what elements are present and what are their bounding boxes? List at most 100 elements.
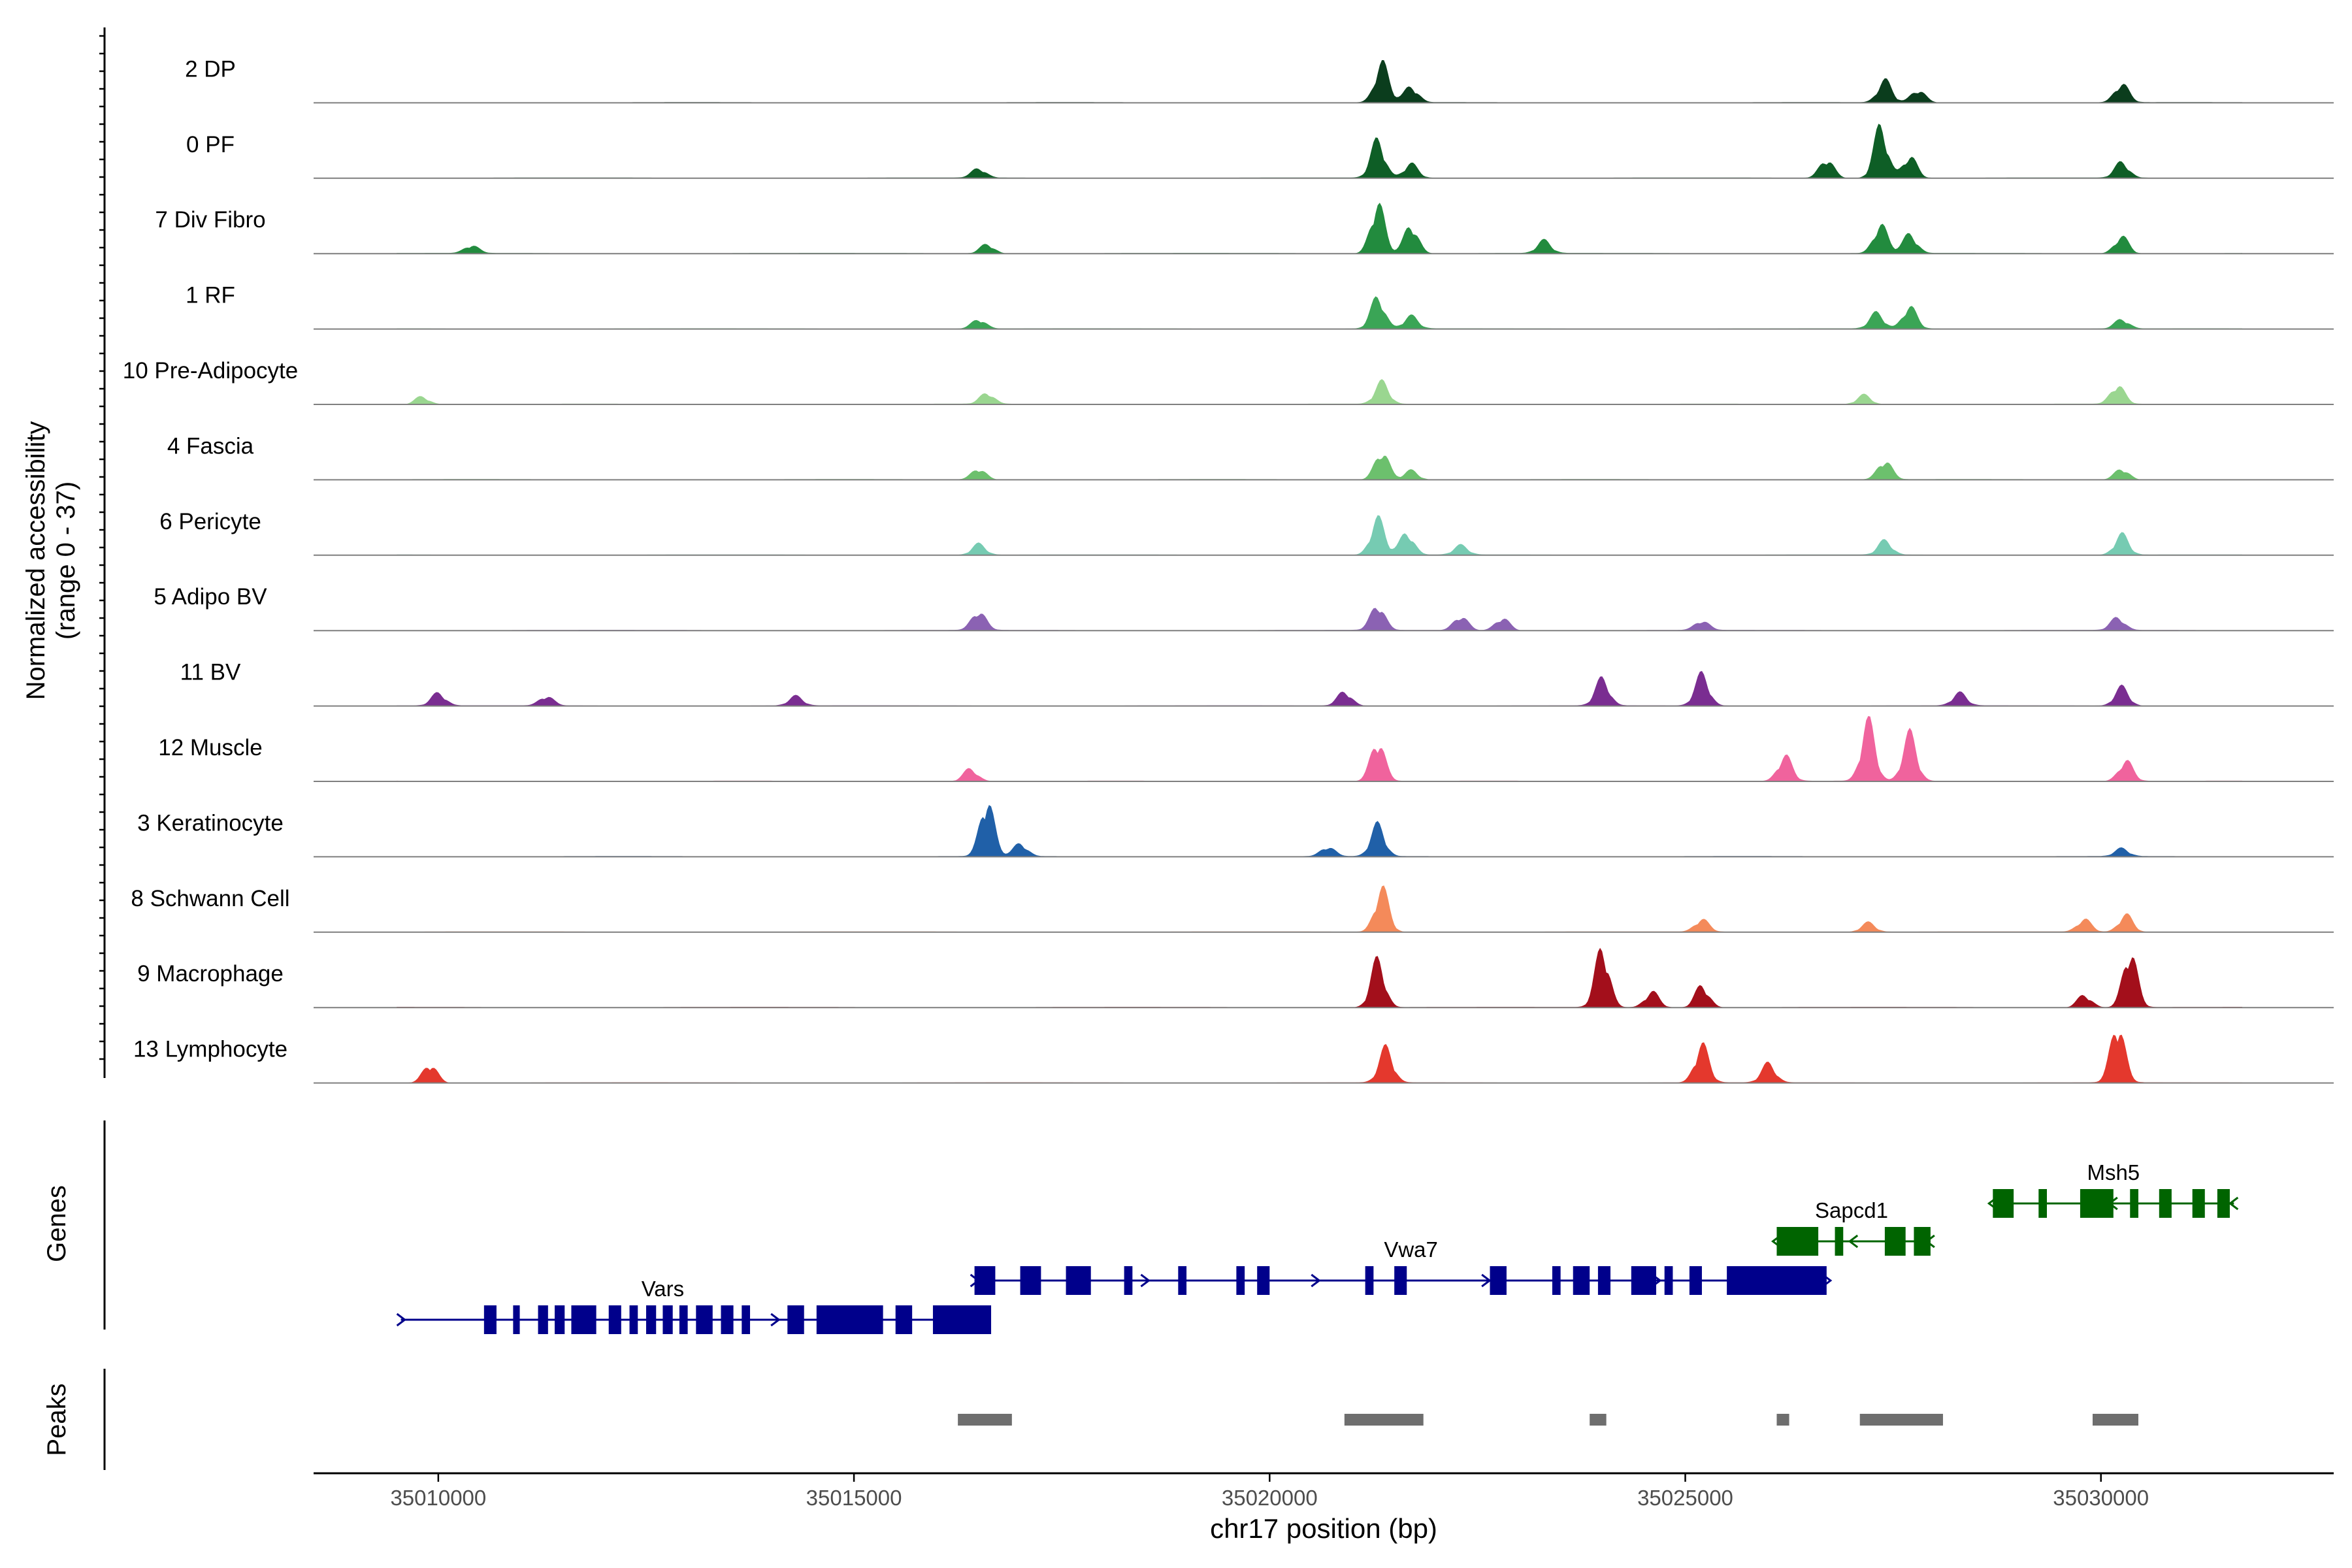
- gene-model-vars: Vars: [396, 1277, 992, 1334]
- coverage-tracks: 2 DP 0 PF 7 Div Fibro 1 RF 10 Pre-Adipocyte 4…: [123, 56, 2334, 1084]
- y-axis-title-line1: Normalized accessibility: [22, 421, 50, 700]
- track-label: 4 Fascia: [167, 433, 254, 459]
- y-axis-title-line2: (range 0 - 37): [52, 482, 80, 640]
- gene-exon: [1066, 1266, 1091, 1295]
- peak-region: [1859, 1414, 1943, 1426]
- y-axis-title: Normalized accessibility (range 0 - 37): [22, 421, 80, 700]
- strand-arrow: [1848, 1234, 1859, 1249]
- gene-exon: [1884, 1227, 1906, 1256]
- gene-exon: [1020, 1266, 1041, 1295]
- coverage-track: 5 Adipo BV: [154, 584, 2334, 632]
- coverage-track: 13 Lymphocyte: [133, 1034, 2334, 1084]
- gene-exon: [538, 1305, 548, 1334]
- track-label: 2 DP: [185, 56, 236, 82]
- gene-exon: [629, 1305, 638, 1334]
- peak-regions: [958, 1414, 2138, 1426]
- coverage-track: 2 DP: [185, 56, 2334, 104]
- x-axis-tick-label: 35010000: [390, 1486, 486, 1510]
- track-label: 0 PF: [186, 132, 235, 157]
- strand-arrow: [2228, 1196, 2239, 1211]
- gene-exon: [1689, 1266, 1702, 1295]
- coverage-panel: Normalized accessibility (range 0 - 37) …: [22, 27, 2334, 1084]
- strand-arrow: [1311, 1273, 1321, 1288]
- track-label: 3 Keratinocyte: [137, 810, 284, 836]
- peak-region: [1776, 1414, 1789, 1426]
- gene-exon: [816, 1305, 883, 1334]
- x-axis-tick-label: 35015000: [806, 1486, 902, 1510]
- peak-region: [1590, 1414, 1607, 1426]
- gene-exon: [1178, 1266, 1187, 1295]
- gene-exon: [1490, 1266, 1507, 1295]
- gene-label: Vwa7: [1384, 1237, 1438, 1262]
- gene-exon: [2159, 1189, 2172, 1218]
- gene-exon: [2038, 1189, 2048, 1218]
- strand-arrow: [770, 1313, 781, 1327]
- gene-exon: [895, 1305, 913, 1334]
- gene-exon: [1914, 1227, 1931, 1256]
- x-axis: 35010000 35015000 35020000 35025000 35030000…: [314, 1472, 2334, 1544]
- gene-exon: [662, 1305, 673, 1334]
- gene-model-sapcd1: Sapcd1: [1771, 1198, 1935, 1256]
- gene-exon: [513, 1305, 520, 1334]
- track-label: 10 Pre-Adipocyte: [123, 358, 298, 384]
- gene-exon: [1597, 1266, 1610, 1295]
- gene-exon: [974, 1266, 996, 1295]
- coverage-track: 3 Keratinocyte: [137, 805, 2334, 858]
- gene-exon: [742, 1305, 751, 1334]
- track-label: 5 Adipo BV: [154, 584, 267, 610]
- gene-exon: [555, 1305, 565, 1334]
- track-label: 11 BV: [180, 660, 241, 685]
- peak-region: [958, 1414, 1012, 1426]
- coverage-track: 6 Pericyte: [159, 509, 2334, 556]
- coverage-track: 0 PF: [186, 123, 2334, 179]
- gene-exon: [787, 1305, 804, 1334]
- gene-exon: [1365, 1266, 1374, 1295]
- gene-exon: [1631, 1266, 1656, 1295]
- gene-exon: [1993, 1189, 2014, 1218]
- track-label: 12 Muscle: [158, 735, 263, 760]
- track-label: 8 Schwann Cell: [131, 886, 289, 911]
- gene-exon: [1573, 1266, 1590, 1295]
- track-label: 7 Div Fibro: [155, 207, 265, 233]
- gene-label: Sapcd1: [1815, 1198, 1888, 1222]
- strand-arrow: [396, 1313, 407, 1327]
- gene-label: Msh5: [2087, 1160, 2140, 1184]
- x-axis-tick-label: 35020000: [1222, 1486, 1318, 1510]
- gene-exon: [483, 1305, 497, 1334]
- coverage-area: [397, 716, 2243, 781]
- coverage-area: [397, 123, 2243, 178]
- coverage-track: 10 Pre-Adipocyte: [123, 358, 2334, 405]
- gene-model-msh5: Msh5: [1987, 1160, 2239, 1218]
- coverage-track: 1 RF: [186, 283, 2334, 330]
- x-axis-tick-label: 35025000: [1637, 1486, 1733, 1510]
- coverage-track: 9 Macrophage: [137, 947, 2334, 1009]
- gene-exon: [2217, 1189, 2230, 1218]
- gene-models: Vars Vwa7 Sapcd1 Msh5: [396, 1160, 2239, 1334]
- track-label: 1 RF: [186, 283, 235, 308]
- gene-exon: [932, 1305, 992, 1334]
- gene-label: Vars: [642, 1277, 684, 1301]
- genes-panel-label: Genes: [42, 1185, 71, 1262]
- coverage-track: 12 Muscle: [158, 716, 2334, 782]
- gene-exon: [2192, 1189, 2205, 1218]
- gene-exon: [1124, 1266, 1133, 1295]
- genes-panel: Genes Vars Vwa7 Sapcd1 Msh5: [42, 1120, 2239, 1334]
- gene-exon: [1552, 1266, 1561, 1295]
- x-axis-title: chr17 position (bp): [1210, 1513, 1437, 1544]
- gene-exon: [1664, 1266, 1673, 1295]
- gene-exon: [679, 1305, 688, 1334]
- x-axis-ticks: 35010000 35015000 35020000 35025000 35030000: [390, 1473, 2149, 1510]
- gene-exon: [696, 1305, 713, 1334]
- gene-model-vwa7: Vwa7: [970, 1237, 1833, 1295]
- track-label: 9 Macrophage: [137, 961, 284, 987]
- peaks-panel-label: Peaks: [42, 1383, 71, 1456]
- gene-exon: [2080, 1189, 2114, 1218]
- coverage-track: 7 Div Fibro: [155, 203, 2334, 255]
- gene-exon: [608, 1305, 621, 1334]
- strand-arrow: [1140, 1273, 1151, 1288]
- peaks-panel: Peaks: [42, 1369, 2138, 1470]
- gene-exon: [1776, 1227, 1819, 1256]
- gene-exon: [1727, 1266, 1827, 1295]
